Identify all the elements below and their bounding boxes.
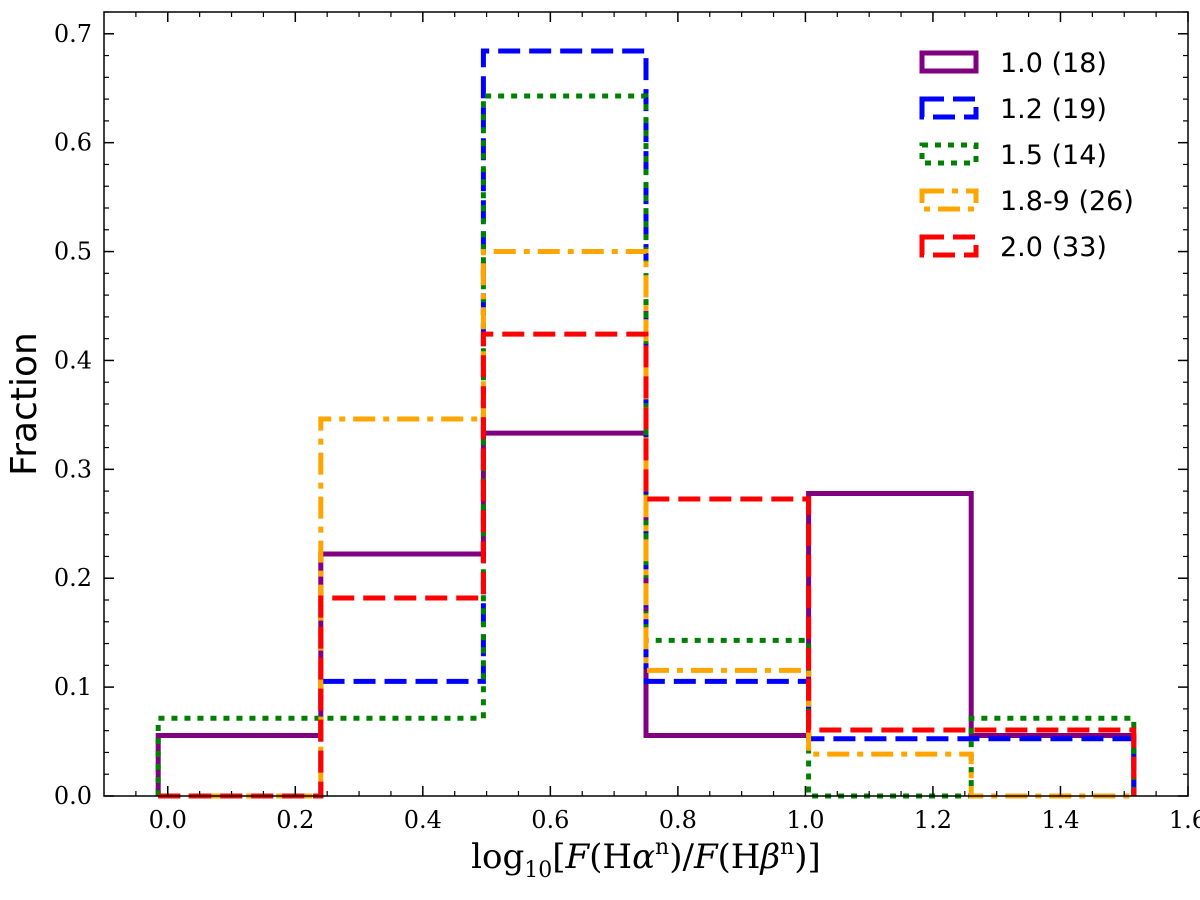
legend-label-3: 1.5 (14) <box>1000 140 1107 171</box>
legend: 1.0 (18) 1.2 (19) 1.5 (14) 1.8-9 (26) 2.0 (3… <box>919 48 1134 263</box>
y-tick-label: 0.2 <box>54 564 92 592</box>
x-axis-label-part: α <box>632 837 655 877</box>
x-axis-label-part: (H <box>589 837 632 877</box>
x-axis-label-part: β <box>758 837 780 877</box>
legend-swatch-3 <box>919 142 979 166</box>
x-axis-label-part: (H <box>718 837 761 877</box>
legend-label-1: 1.0 (18) <box>1000 48 1107 79</box>
x-tick-label: 1.0 <box>786 806 824 834</box>
x-tick-label: 1.6 <box>1169 806 1200 834</box>
x-tick-label: 0.4 <box>404 806 442 834</box>
y-tick-label: 0.1 <box>54 673 92 701</box>
x-axis-label-part: )] <box>794 837 821 877</box>
y-tick-label: 0.7 <box>54 20 92 48</box>
y-tick-label: 0.4 <box>54 346 92 374</box>
x-tick-label: 0.6 <box>531 806 569 834</box>
legend-label-5: 2.0 (33) <box>1000 232 1107 263</box>
legend-swatch-2 <box>919 96 979 120</box>
legend-swatch-5 <box>919 234 979 258</box>
y-tick-label: 0.5 <box>54 238 92 266</box>
legend-label-4: 1.8-9 (26) <box>1000 186 1134 217</box>
x-axis-label-part: )/ <box>669 837 694 877</box>
x-tick-label: 0.0 <box>149 806 187 834</box>
series-line-5 <box>158 331 1137 799</box>
axes-layer: 0.0 0.2 0.4 0.6 0.8 1.0 1.2 1.4 1.6 0.0 0.1 0.2 0.3 0… <box>54 11 1200 834</box>
x-axis-label-part: 10 <box>524 858 552 883</box>
y-tick-label: 0.3 <box>54 455 92 483</box>
x-axis-label-part: log <box>471 837 524 877</box>
x-axis-label-part: [ <box>552 837 565 877</box>
x-axis-label-part: n <box>780 835 794 860</box>
legend-swatch-1 <box>919 50 979 74</box>
y-tick-label: 0.6 <box>54 129 92 157</box>
x-axis-label-part: F <box>693 837 719 877</box>
y-tick-label: 0.0 <box>54 782 92 810</box>
y-axis-label: Fraction <box>4 332 45 476</box>
x-tick-label: 0.2 <box>276 806 314 834</box>
x-axis-label-part: F <box>565 837 591 877</box>
series-line-4 <box>158 249 1134 799</box>
series-layer <box>155 48 1137 799</box>
x-tick-label: 1.4 <box>1041 806 1079 834</box>
x-axis-label: log10[F(Hαn)/F(Hβn)] <box>471 835 821 883</box>
x-axis-label-part: n <box>655 835 669 860</box>
legend-label-2: 1.2 (19) <box>1000 94 1107 125</box>
legend-swatch-4 <box>919 188 979 212</box>
x-tick-label: 1.2 <box>914 806 952 834</box>
x-tick-label: 0.8 <box>659 806 697 834</box>
